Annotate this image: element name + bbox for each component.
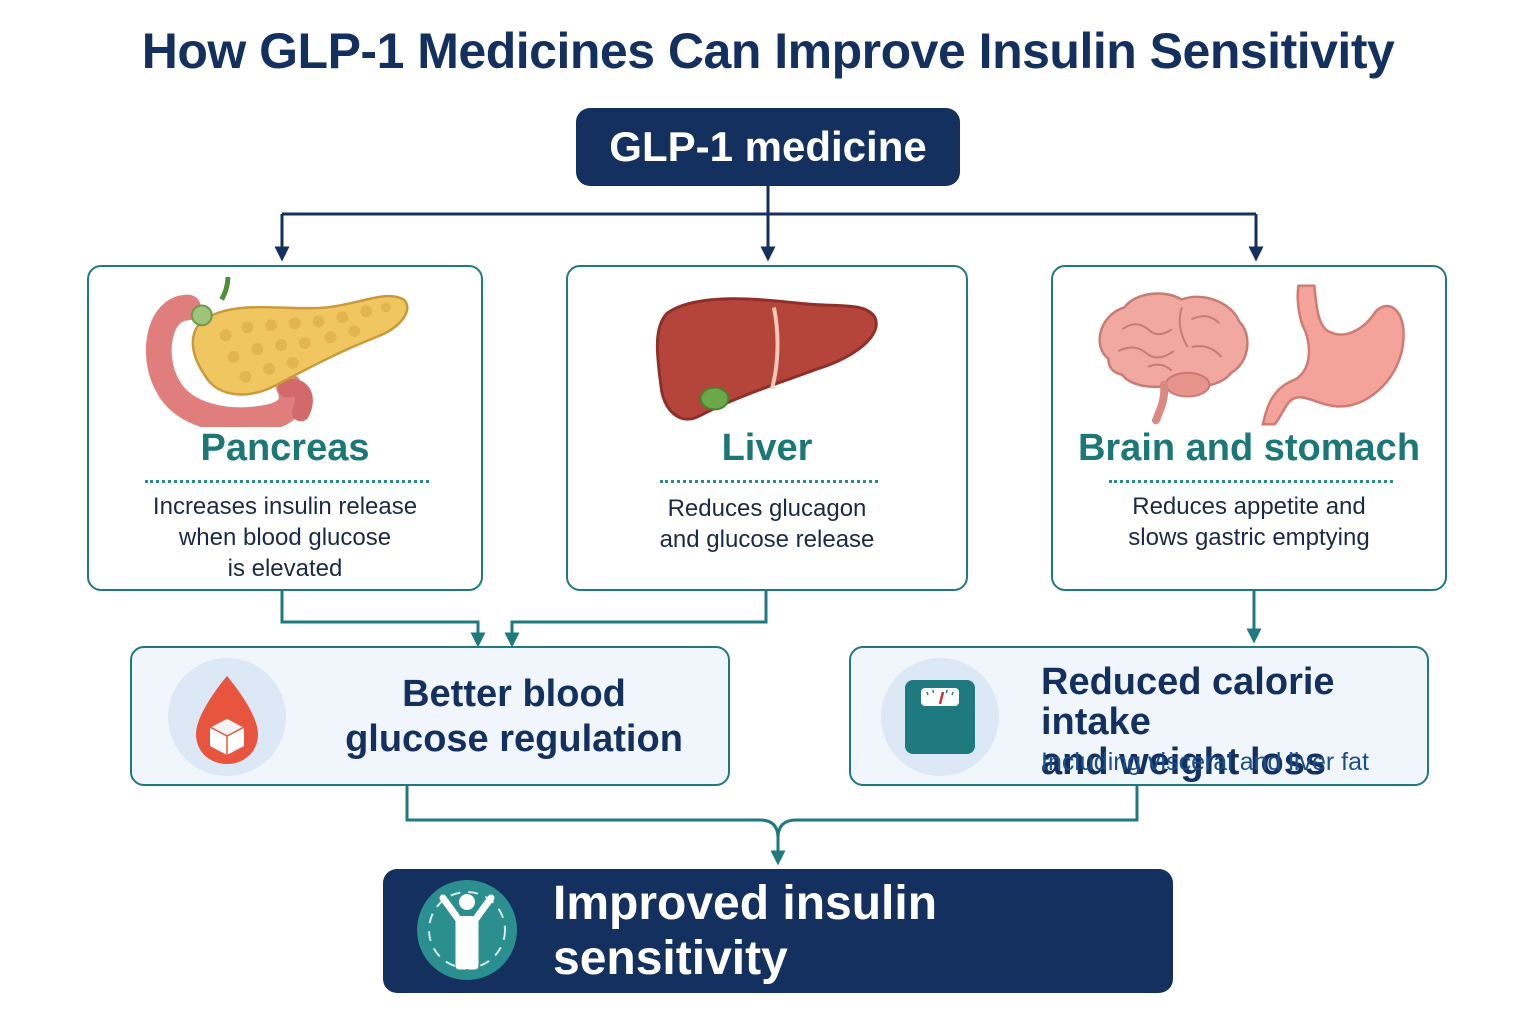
desc-line: when blood glucose: [178, 524, 392, 551]
pancreas-card: Pancreas Increases insulin release when …: [87, 265, 483, 591]
text-line: and weight loss: [1041, 741, 1327, 783]
glp1-medicine-node: GLP-1 medicine: [576, 108, 960, 186]
liver-icon: [655, 297, 878, 421]
weight-loss-text: Reduced calorie intake and weight loss: [1041, 662, 1421, 782]
pancreas-description: Increases insulin release when blood glu…: [89, 491, 481, 584]
person-icon-circle: [417, 880, 517, 980]
improved-insulin-sensitivity-node: Improved insulin sensitivity: [383, 869, 1173, 993]
brain-stomach-description: Reduces appetite and slows gastric empty…: [1053, 491, 1445, 553]
stomach-icon: [1261, 284, 1405, 426]
divider: [660, 480, 878, 483]
divider: [145, 480, 429, 483]
outcome-label: Improved insulin sensitivity: [553, 877, 938, 985]
glucose-regulation-box: Better blood glucose regulation: [130, 646, 730, 786]
diagram-title: How GLP-1 Medicines Can Improve Insulin …: [141, 23, 1395, 79]
pancreas-icon: [145, 277, 409, 427]
desc-line: and glucose release: [659, 526, 875, 553]
desc-line: Reduces appetite and: [1132, 493, 1366, 520]
text-line: Better blood: [402, 673, 626, 715]
bottom-branch-arrows: [405, 786, 1139, 866]
brain-stomach-heading: Brain and stomach: [1077, 427, 1421, 469]
liver-description: Reduces glucagon and glucose release: [568, 493, 966, 555]
desc-line: Increases insulin release: [152, 493, 418, 520]
desc-line: slows gastric emptying: [1128, 524, 1370, 551]
weight-loss-box: Reduced calorie intake and weight loss I…: [849, 646, 1429, 786]
glucose-icon-circle: [168, 658, 286, 776]
divider: [1109, 480, 1393, 483]
weight-icon-circle: [881, 658, 999, 776]
text-line: glucose regulation: [345, 718, 683, 760]
glucose-regulation-text: Better blood glucose regulation: [344, 672, 684, 762]
brain-icon: [1098, 292, 1249, 425]
middle-branch-arrows: [280, 591, 1262, 648]
blood-drop-icon: [196, 676, 258, 764]
brain-stomach-illustration: [1098, 284, 1405, 426]
glp1-medicine-label: GLP-1 medicine: [609, 123, 927, 170]
text-line: Reduced calorie intake: [1041, 661, 1335, 743]
weight-loss-subtext: Including visceral and liver fat: [1041, 748, 1369, 776]
scale-icon: [905, 680, 975, 754]
person-icon: [428, 891, 506, 970]
brain-stomach-card: Brain and stomach Reduces appetite and s…: [1051, 265, 1447, 591]
liver-heading: Liver: [721, 427, 813, 469]
desc-line: is elevated: [227, 555, 343, 582]
pancreas-heading: Pancreas: [200, 427, 370, 469]
top-branch-arrows: [274, 186, 1264, 262]
desc-line: Reduces glucagon: [667, 495, 867, 522]
liver-card: Liver Reduces glucagon and glucose relea…: [566, 265, 968, 591]
